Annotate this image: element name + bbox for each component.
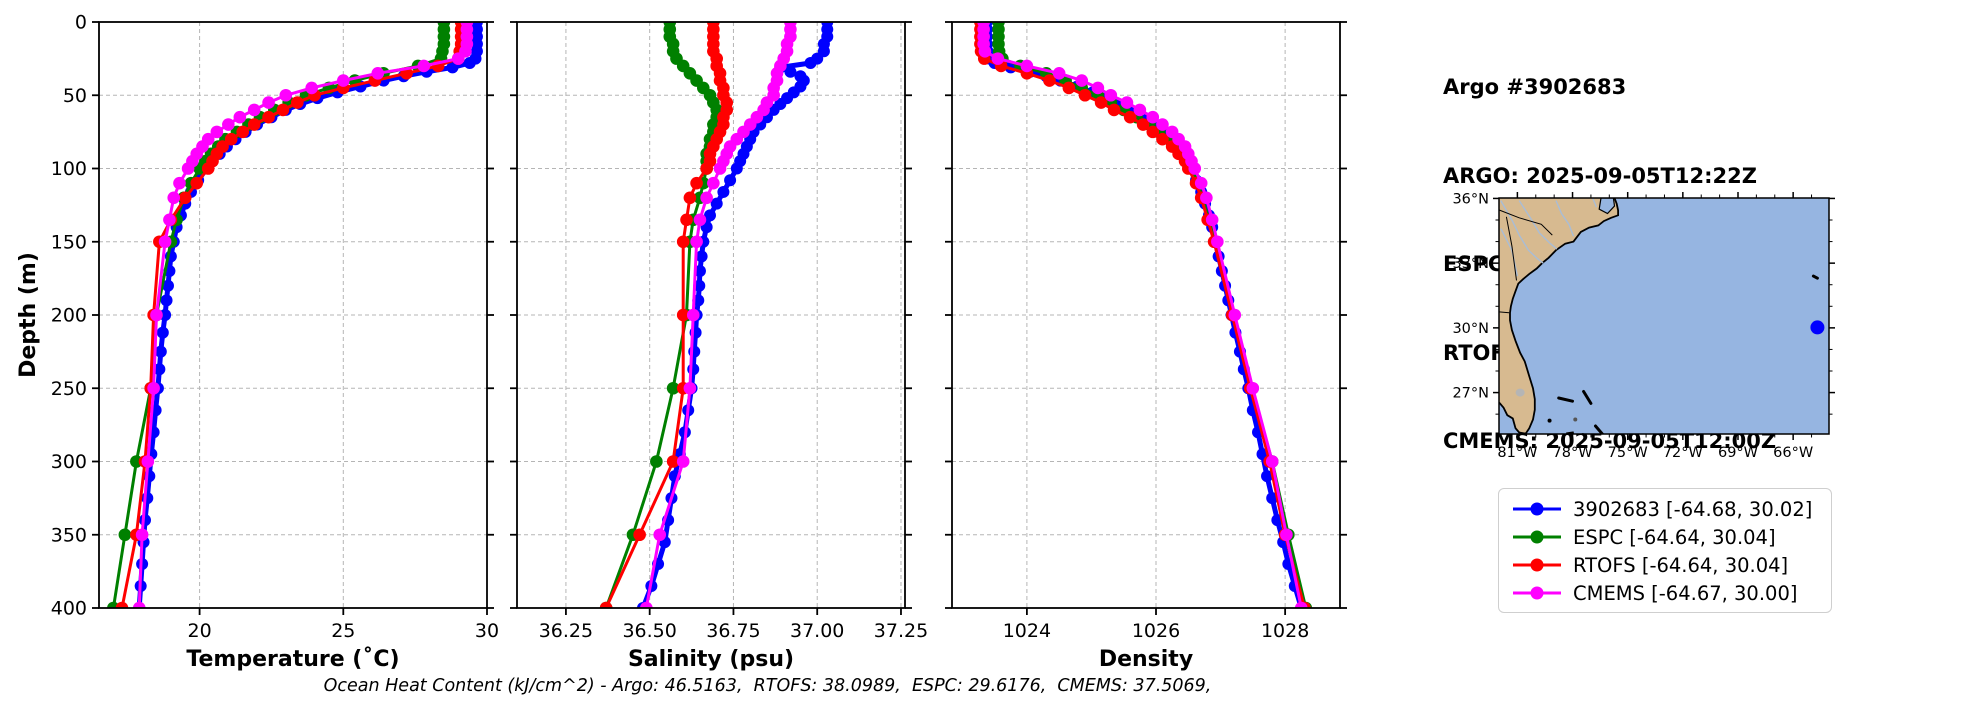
- argo-timestamp: ARGO: 2025-09-05T12:22Z: [1443, 163, 1757, 188]
- river-line: [1518, 200, 1558, 250]
- map-lat-tick-label: 36°N: [1452, 191, 1489, 207]
- svg-text:400: 400: [51, 598, 87, 620]
- map-lat-tick-label: 33°N: [1452, 256, 1489, 272]
- pamlico-sound: [1598, 198, 1616, 215]
- y-axis-label: Depth (m): [16, 252, 41, 378]
- svg-text:200: 200: [51, 305, 87, 327]
- river-line: [1555, 200, 1575, 237]
- float-position-dot: [1810, 320, 1825, 335]
- legend-label-rtofs: RTOFS [-64.64, 30.04]: [1573, 553, 1789, 577]
- svg-text:0: 0: [75, 12, 87, 34]
- legend-label-espc: ESPC [-64.64, 30.04]: [1573, 525, 1776, 549]
- x-axis-label: Salinity (psu): [628, 647, 794, 672]
- svg-text:1028: 1028: [1261, 620, 1309, 642]
- density-profile-chart: 1024 1026 1028 Density: [945, 21, 1347, 672]
- x-axis-label: Density: [1099, 647, 1193, 672]
- location-map: 81°W 78°W 75°W 72°W 69°W 66°W 36°N 33°N 30°N 27°N: [1452, 191, 1835, 461]
- island: [1582, 390, 1593, 405]
- x-axis-label: Temperature (˚C): [186, 647, 399, 672]
- legend-item-argo: 3902683 [-64.68, 30.02]: [1511, 496, 1821, 522]
- lake-okeechobee: [1515, 388, 1525, 397]
- map-lon-tick-label: 69°W: [1718, 445, 1758, 461]
- svg-text:100: 100: [51, 158, 87, 180]
- svg-text:36.75: 36.75: [706, 620, 760, 642]
- map-canvas: 81°W 78°W 75°W 72°W 69°W 66°W 36°N 33°N 30°N 27°N: [1452, 191, 1835, 461]
- map-lon-tick-label: 66°W: [1773, 445, 1813, 461]
- map-lat-tick-label: 27°N: [1452, 386, 1489, 402]
- island: [1581, 433, 1587, 434]
- svg-text:37.25: 37.25: [874, 620, 928, 642]
- temperature-profile-chart: 20 25 30 0 50 100 150 200 250 300 350 400 Temperatur…: [16, 12, 499, 673]
- float-id-title: Argo #3902683: [1443, 75, 1627, 99]
- svg-text:36.25: 36.25: [539, 620, 593, 642]
- river-line: [1500, 200, 1544, 264]
- svg-text:50: 50: [63, 85, 87, 107]
- state-border-line: [1505, 216, 1517, 281]
- land-area: [1499, 198, 1619, 434]
- river-line: [1592, 198, 1598, 208]
- legend-item-cmems: CMEMS [-64.67, 30.00]: [1511, 580, 1821, 606]
- legend-item-espc: ESPC [-64.64, 30.04]: [1511, 524, 1821, 550]
- legend-marker-argo: [1513, 502, 1561, 516]
- salinity-profile-chart: 36.25 36.50 36.75 37.00 37.25 Salinity (psu): [510, 21, 928, 672]
- svg-text:1024: 1024: [1003, 620, 1051, 642]
- map-lon-tick-label: 78°W: [1553, 445, 1593, 461]
- map-lon-tick-label: 81°W: [1497, 445, 1537, 461]
- svg-text:37.00: 37.00: [790, 620, 844, 642]
- svg-text:36.50: 36.50: [622, 620, 676, 642]
- state-border-line: [1499, 209, 1553, 236]
- river-line: [1500, 228, 1519, 277]
- ocean-heat-content-note: Ocean Heat Content (kJ/cm^2) - Argo: 46.…: [323, 676, 1212, 696]
- chart-canvas: 20 25 30050100150200250300350400Temperatur…: [16, 12, 499, 673]
- svg-text:150: 150: [51, 231, 87, 253]
- legend-label-argo: 3902683 [-64.68, 30.02]: [1573, 497, 1813, 521]
- map-lon-tick-label: 75°W: [1608, 445, 1648, 461]
- legend: 3902683 [-64.68, 30.02] ESPC [-64.64, 30…: [1498, 488, 1832, 613]
- svg-text:300: 300: [51, 451, 87, 473]
- legend-item-rtofs: RTOFS [-64.64, 30.04]: [1511, 552, 1821, 578]
- series-line-3902683: [136, 22, 480, 608]
- svg-text:25: 25: [331, 620, 355, 642]
- svg-text:30: 30: [475, 620, 499, 642]
- legend-marker-espc: [1513, 530, 1561, 544]
- chart-canvas: 36.25 36.50 36.75 37.00 37.25 Salinity (psu): [510, 21, 928, 672]
- legend-label-cmems: CMEMS [-64.67, 30.00]: [1573, 581, 1798, 605]
- chart-canvas: 1024 1026 1028 Density: [945, 21, 1347, 672]
- legend-marker-rtofs: [1513, 558, 1561, 572]
- island: [1811, 274, 1819, 280]
- svg-text:350: 350: [51, 524, 87, 546]
- svg-text:20: 20: [187, 620, 211, 642]
- map-lat-tick-label: 30°N: [1452, 321, 1489, 337]
- island: [1594, 424, 1605, 434]
- svg-text:1026: 1026: [1132, 620, 1180, 642]
- island: [1557, 396, 1574, 403]
- legend-marker-cmems: [1513, 586, 1561, 600]
- svg-text:250: 250: [51, 378, 87, 400]
- map-lon-tick-label: 72°W: [1663, 445, 1703, 461]
